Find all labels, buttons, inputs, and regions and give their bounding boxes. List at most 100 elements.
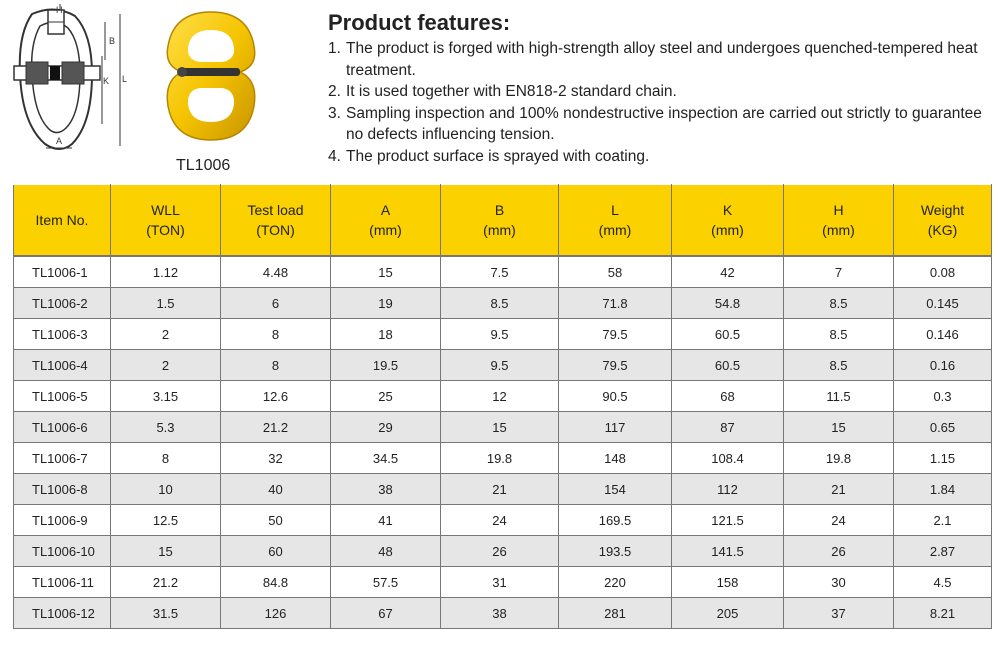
a-dim-label: A [56,136,62,146]
table-cell: 24 [783,504,894,536]
k-dim-label: K [103,76,109,86]
table-cell: 54.8 [671,287,784,319]
features-list: 1. The product is forged with high-streng… [328,38,988,167]
table-cell: 37 [783,597,894,629]
table-row: TL1006-8 10 40 38 21 154 112 21 1.84 [13,473,992,505]
table-cell: 84.8 [220,566,331,598]
table-row: TL1006-11 21.2 84.8 57.5 31 220 158 30 4.5 [13,566,992,598]
table-cell: 0.65 [893,411,992,443]
table-cell: 8.5 [440,287,559,319]
table-cell: 5.3 [110,411,221,443]
feature-text: Sampling inspection and 100% nondestruct… [346,104,982,144]
table-cell: 71.8 [558,287,672,319]
table-cell: 8 [220,349,331,381]
table-cell: 117 [558,411,672,443]
table-cell: TL1006-6 [13,411,111,443]
model-label: TL1006 [176,157,231,174]
features-title: Product features: [328,10,511,35]
table-cell: 2 [110,318,221,350]
l-dim-label: L [122,74,127,84]
feature-text: It is used together with EN818-2 standar… [346,83,677,100]
table-cell: TL1006-2 [13,287,111,319]
table-cell: 19 [330,287,441,319]
table-cell: TL1006-9 [13,504,111,536]
table-cell: 30 [783,566,894,598]
table-cell: 67 [330,597,441,629]
column-header-label: A [380,202,391,218]
table-cell: 12 [440,380,559,412]
table-cell: 34.5 [330,442,441,474]
table-cell: 0.3 [893,380,992,412]
table-cell: 6 [220,287,331,319]
table-cell: 21 [783,473,894,505]
column-header: A (mm) [330,184,441,257]
table-cell: 7.5 [440,255,559,288]
table-cell: 41 [330,504,441,536]
table-cell: 205 [671,597,784,629]
column-header-unit: (mm) [822,222,855,238]
product-features: Product features: 1. The product is forge… [328,10,988,167]
table-cell: 90.5 [558,380,672,412]
table-cell: 141.5 [671,535,784,567]
table-cell: 8.5 [783,287,894,319]
column-header: B (mm) [440,184,559,257]
table-cell: TL1006-4 [13,349,111,381]
table-cell: 60 [220,535,331,567]
table-cell: 19.5 [330,349,441,381]
table-cell: 24 [440,504,559,536]
column-header: WLL (TON) [110,184,221,257]
table-cell: TL1006-8 [13,473,111,505]
column-header: Item No. [13,184,111,257]
table-cell: 21.2 [220,411,331,443]
column-header: Test load (TON) [220,184,331,257]
table-cell: 148 [558,442,672,474]
table-cell: 9.5 [440,318,559,350]
table-cell: 4.48 [220,255,331,288]
table-cell: TL1006-10 [13,535,111,567]
table-cell: 281 [558,597,672,629]
table-cell: 68 [671,380,784,412]
table-cell: 8.5 [783,318,894,350]
table-cell: 15 [110,535,221,567]
table-cell: 60.5 [671,318,784,350]
table-row: TL1006-3 2 8 18 9.5 79.5 60.5 8.5 0.146 [13,318,992,350]
table-cell: 31.5 [110,597,221,629]
b-dim-label: B [109,36,115,46]
table-cell: 11.5 [783,380,894,412]
feature-number: 4. [328,147,341,165]
feature-item: 2. It is used together with EN818-2 stand… [328,81,988,103]
table-row: TL1006-2 1.5 6 19 8.5 71.8 54.8 8.5 0.145 [13,287,992,319]
column-header-label: H [833,202,844,218]
column-header: H (mm) [783,184,894,257]
table-cell: 0.16 [893,349,992,381]
table-cell: 87 [671,411,784,443]
table-cell: 169.5 [558,504,672,536]
table-cell: 15 [440,411,559,443]
column-header-unit: (mm) [369,222,402,238]
technical-drawing: H B K L A [13,4,127,150]
table-cell: 19.8 [783,442,894,474]
table-cell: 8 [110,442,221,474]
column-header-unit: (mm) [483,222,516,238]
table-row: TL1006-6 5.3 21.2 29 15 117 87 15 0.65 [13,411,992,443]
table-cell: TL1006-11 [13,566,111,598]
table-row: TL1006-4 2 8 19.5 9.5 79.5 60.5 8.5 0.16 [13,349,992,381]
table-cell: 2 [110,349,221,381]
table-row: TL1006-7 8 32 34.5 19.8 148 108.4 19.8 1.15 [13,442,992,474]
table-cell: 0.146 [893,318,992,350]
table-cell: 79.5 [558,318,672,350]
table-cell: TL1006-1 [13,255,111,288]
table-cell: 38 [330,473,441,505]
column-header-label: Test load [247,202,304,218]
table-cell: 108.4 [671,442,784,474]
table-row: TL1006-12 31.5 126 67 38 281 205 37 8.21 [13,597,992,629]
feature-text: The product surface is sprayed with coat… [346,147,650,165]
table-row: TL1006-9 12.5 50 41 24 169.5 121.5 24 2.1 [13,504,992,536]
table-row: TL1006-1 1.12 4.48 15 7.5 58 42 7 0.08 [13,255,992,288]
table-cell: 1.5 [110,287,221,319]
table-cell: 8.21 [893,597,992,629]
table-cell: 158 [671,566,784,598]
table-cell: 1.84 [893,473,992,505]
column-header-label: WLL [151,202,180,218]
table-cell: 15 [783,411,894,443]
